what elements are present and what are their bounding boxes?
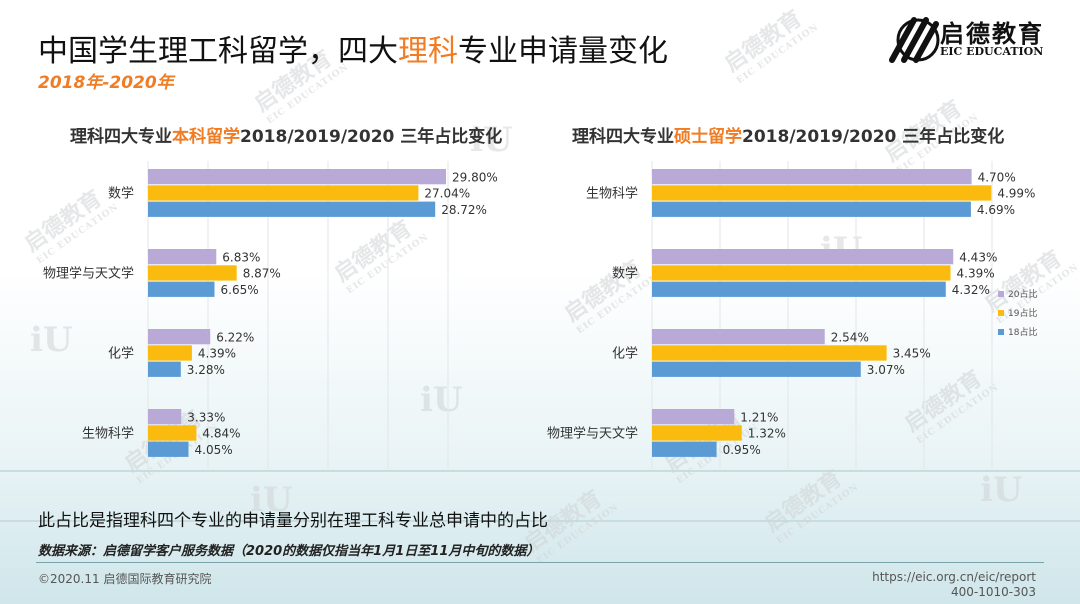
title-text: 中国学生理工科留学，四大 — [38, 34, 398, 69]
chart-title-text-tail: 2018/2019/2020 三年占比变化 — [742, 127, 1005, 147]
data-label: 4.39% — [957, 267, 995, 281]
background-stripe — [0, 520, 1080, 522]
bar — [652, 249, 954, 265]
data-label: 8.87% — [243, 267, 281, 281]
page-subtitle: 2018年-2020年 — [38, 73, 174, 93]
bar — [148, 185, 419, 201]
data-label: 4.32% — [952, 283, 990, 297]
data-label: 3.45% — [893, 347, 931, 361]
report-link[interactable]: https://eic.org.cn/eic/report — [872, 570, 1036, 584]
data-label: 3.07% — [867, 363, 905, 377]
legend-swatch — [998, 291, 1004, 297]
bar — [148, 265, 237, 281]
chart-title-master: 理科四大专业硕士留学2018/2019/2020 三年占比变化 — [572, 122, 1004, 147]
data-label: 3.28% — [187, 363, 225, 377]
chart-title-text-tail: 2018/2019/2020 三年占比变化 — [240, 127, 503, 147]
category-label: 数学 — [108, 185, 134, 201]
title-highlight: 理科 — [398, 34, 458, 69]
bar — [652, 441, 717, 457]
data-label: 4.99% — [997, 187, 1035, 201]
legend-label: 19占比 — [1008, 307, 1037, 319]
background-stripe — [0, 470, 1080, 472]
logo-name-cn: 启德教育 — [940, 20, 1044, 48]
bar — [652, 329, 825, 345]
bar — [148, 329, 211, 345]
data-label: 4.05% — [195, 443, 233, 457]
bar — [148, 201, 436, 217]
bachelor-bar-chart: 数学 29.80% 27.04% 28.72% 物理学与天文学 6.83% 8.87% 6.6… — [43, 161, 498, 469]
chart-title-bachelor: 理科四大专业本科留学2018/2019/2020 三年占比变化 — [70, 122, 502, 147]
data-label: 27.04% — [424, 187, 470, 201]
footer-divider — [36, 562, 1044, 563]
data-label: 6.65% — [221, 283, 259, 297]
watermark: iU — [980, 470, 1023, 510]
chart-title-highlight: 本科留学 — [172, 127, 240, 147]
chart-title-highlight: 硕士留学 — [674, 127, 742, 147]
data-label: 2.54% — [831, 330, 869, 344]
category-label: 生物科学 — [82, 425, 134, 441]
category-label: 物理学与天文学 — [43, 265, 134, 281]
phone-number: 400-1010-303 — [950, 585, 1036, 599]
data-label: 1.32% — [748, 427, 786, 441]
chart-title-text: 理科四大专业 — [70, 127, 172, 147]
data-label: 1.21% — [740, 410, 778, 424]
title-text-tail: 专业申请量变化 — [458, 34, 668, 69]
legend-swatch — [998, 310, 1004, 316]
footnote: 此占比是指理科四个专业的申请量分别在理工科专业总申请中的占比 — [38, 511, 548, 531]
legend-label: 20占比 — [1008, 288, 1037, 300]
data-label: 28.72% — [441, 203, 487, 217]
data-label: 4.69% — [977, 203, 1015, 217]
data-source: 数据来源：启德留学客户服务数据（2020的数据仅指当年1月1日至11月中旬的数据… — [38, 544, 540, 559]
logo-name-en: EIC EDUCATION — [940, 45, 1044, 58]
bar — [652, 281, 946, 297]
bar — [148, 345, 192, 361]
bar — [652, 201, 971, 217]
data-label: 3.33% — [187, 410, 225, 424]
bar — [148, 361, 181, 377]
category-label: 化学 — [612, 345, 638, 361]
bar — [652, 265, 951, 281]
bar — [148, 249, 217, 265]
data-label: 0.95% — [723, 443, 761, 457]
eic-logo-icon — [889, 17, 940, 63]
category-label: 生物科学 — [586, 185, 638, 201]
data-label: 6.22% — [216, 330, 254, 344]
bar — [652, 169, 972, 185]
bar — [148, 409, 182, 425]
chart-title-text: 理科四大专业 — [572, 127, 674, 147]
data-label: 4.84% — [202, 427, 240, 441]
data-label: 4.43% — [959, 250, 997, 264]
master-bar-chart: 生物科学 4.70% 4.99% 4.69% 数学 4.43% 4.39% 4.32% 化学 2.… — [547, 161, 1037, 469]
data-label: 6.83% — [222, 250, 260, 264]
bar — [652, 425, 742, 441]
data-label: 29.80% — [452, 170, 498, 184]
bar — [148, 281, 215, 297]
data-label: 4.39% — [198, 347, 236, 361]
legend-swatch — [998, 329, 1004, 335]
bar — [652, 409, 735, 425]
copyright: ©2020.11 启德国际教育研究院 — [38, 572, 212, 586]
page-title: 中国学生理工科留学，四大理科专业申请量变化 — [38, 26, 668, 70]
category-label: 数学 — [612, 265, 638, 281]
bar — [652, 345, 887, 361]
category-label: 物理学与天文学 — [547, 425, 638, 441]
bar — [148, 425, 197, 441]
bar — [148, 441, 189, 457]
data-label: 4.70% — [978, 170, 1016, 184]
bar — [652, 361, 861, 377]
bar — [652, 185, 992, 201]
bar — [148, 169, 446, 185]
category-label: 化学 — [108, 345, 134, 361]
legend-label: 18占比 — [1008, 326, 1037, 338]
